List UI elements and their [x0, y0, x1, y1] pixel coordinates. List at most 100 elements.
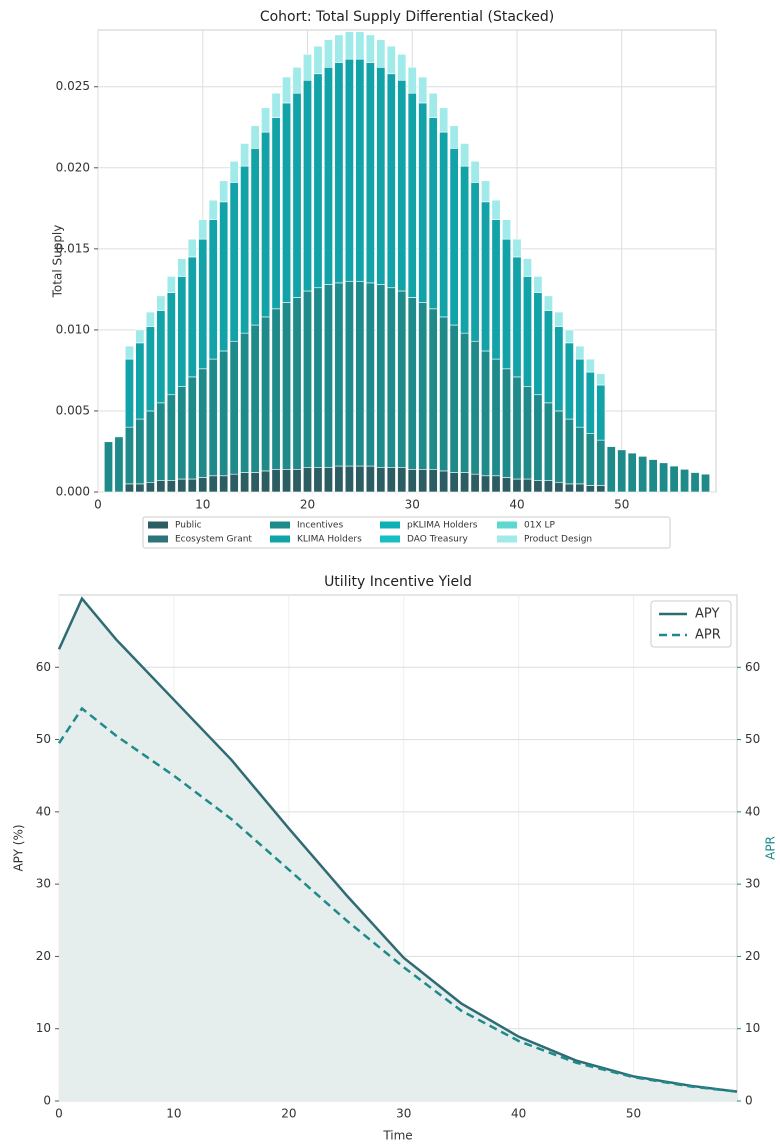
y-tick-label: 60	[36, 660, 51, 674]
bar-segment	[187, 478, 197, 493]
line	[57, 706, 738, 1093]
bar-segment	[481, 350, 491, 477]
bar-segment	[418, 302, 428, 470]
bar-segment	[124, 426, 134, 485]
y-tick-label: 0	[43, 1094, 51, 1108]
y-tick-label: 0.010	[56, 322, 90, 336]
bar-segment	[271, 117, 281, 310]
bar-segment	[344, 280, 354, 467]
bar-segment	[460, 165, 470, 334]
bar-segment	[313, 467, 323, 493]
bar-segment	[533, 276, 543, 293]
bar-segment	[428, 308, 438, 470]
bar-segment	[481, 201, 491, 352]
legend-label: pKLIMA Holders	[407, 521, 478, 531]
bar-segment	[543, 402, 553, 481]
bar-segment	[512, 376, 522, 480]
bar-segment	[292, 469, 302, 493]
legend-swatch	[148, 521, 168, 529]
bar-segment	[397, 54, 407, 81]
bar-segment	[355, 465, 365, 493]
bar-segment	[323, 66, 333, 285]
bar-segment	[533, 394, 543, 481]
bar-segment	[543, 310, 553, 404]
x-tick-label: 30	[405, 498, 420, 512]
area	[59, 598, 737, 1101]
y2-tick-label: 10	[745, 1021, 760, 1035]
bar-segment	[166, 276, 176, 293]
bar-segment	[271, 308, 281, 470]
bar-segment	[648, 459, 658, 493]
bar-segment	[439, 107, 449, 133]
bar-segment	[344, 31, 354, 60]
bar-segment	[323, 39, 333, 68]
bar-segment	[522, 276, 532, 387]
bar-segment	[470, 182, 480, 342]
bar-segment	[460, 143, 470, 167]
bar-segment	[229, 161, 239, 183]
bar-segment	[418, 76, 428, 104]
bar-segment	[303, 467, 312, 493]
bar-segment	[156, 310, 166, 404]
bar-segment	[198, 477, 208, 493]
bar-segment	[334, 34, 344, 63]
bar-segment	[638, 456, 648, 493]
bar-segment	[219, 475, 229, 493]
bar-segment	[166, 480, 176, 493]
bar-segment	[386, 73, 396, 289]
y-tick-label: 0.005	[56, 403, 90, 417]
bar-segment	[533, 480, 543, 493]
bar-segment	[323, 284, 333, 468]
bar-segment	[145, 326, 155, 412]
bar-segment	[303, 290, 312, 468]
bar-segment	[282, 76, 292, 104]
bar-segment	[250, 324, 260, 473]
bar-segment	[198, 238, 208, 370]
legend-box	[650, 600, 732, 648]
bar-segment	[355, 280, 365, 467]
y-tick-label: 20	[36, 949, 51, 963]
bar-segment	[177, 386, 187, 480]
bar-segment	[418, 102, 428, 303]
bar-segment	[114, 436, 124, 493]
bar-segment	[261, 107, 271, 133]
bar-segment	[397, 467, 407, 493]
legend-label: Public	[175, 521, 202, 531]
x-tick-label: 10	[195, 498, 210, 512]
bar-segment	[596, 373, 606, 386]
bar-segment	[564, 418, 574, 485]
bar-segment	[491, 199, 501, 220]
legend-swatch	[380, 521, 400, 529]
bar-segment	[470, 161, 480, 183]
bar-segment	[554, 410, 564, 483]
bar-segment	[156, 402, 166, 481]
bar-segment	[355, 31, 365, 60]
bar-segment	[397, 290, 407, 468]
bar-segment	[344, 465, 354, 493]
bar-segment	[502, 477, 511, 493]
x-axis-label: Time	[382, 1129, 412, 1143]
y2-tick-label: 20	[745, 949, 760, 963]
y-axis-label: APY (%)	[12, 824, 26, 871]
x-tick-label: 40	[509, 498, 524, 512]
bar-segment	[261, 470, 271, 493]
bar-segment	[124, 358, 134, 428]
bar-segment	[418, 469, 428, 493]
bar-segment	[522, 258, 532, 277]
y-tick-label: 0.025	[56, 79, 90, 93]
legend-label: APR	[695, 628, 721, 643]
bar-segment	[156, 295, 166, 311]
bar-segment	[229, 182, 239, 342]
x-tick-label: 40	[511, 1107, 526, 1121]
bar-segment	[554, 326, 564, 412]
y-tick-label: 0.000	[56, 485, 90, 499]
y-tick-label: 10	[36, 1021, 51, 1035]
bar-segment	[334, 465, 344, 493]
bar-segment	[690, 472, 700, 493]
bar-segment	[135, 483, 145, 493]
bar-segment	[208, 475, 218, 493]
bar-segment	[208, 219, 218, 360]
bar-segment	[397, 79, 407, 292]
bar-segment	[282, 469, 292, 493]
